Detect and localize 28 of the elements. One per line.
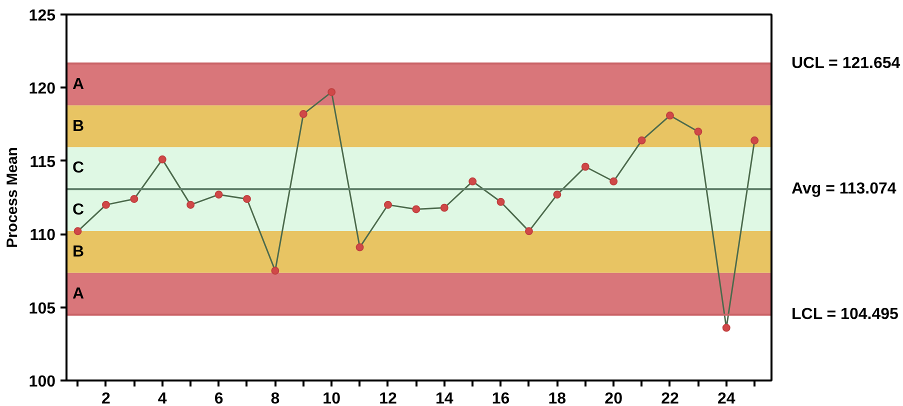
y-tick-label: 120 — [28, 80, 56, 98]
band-label: B — [72, 118, 84, 135]
ref-line-label: Avg = 113.074 — [792, 180, 896, 198]
band-label: C — [72, 202, 84, 219]
y-tick-label: 105 — [28, 300, 56, 318]
y-tick-label: 110 — [30, 227, 56, 244]
ref-line-label: LCL = 104.495 — [792, 306, 898, 324]
x-tick-label: 22 — [661, 390, 679, 406]
y-axis-title: Process Mean — [4, 147, 21, 248]
x-tick-label: 8 — [270, 390, 280, 406]
x-tick-label: 24 — [717, 390, 736, 406]
x-tick-label: 10 — [322, 390, 341, 406]
x-tick-label: 4 — [158, 390, 167, 406]
band-label: B — [72, 243, 84, 260]
band-label: A — [72, 285, 84, 302]
x-tick-label: 6 — [214, 390, 224, 406]
y-tick-label: 115 — [30, 154, 56, 171]
x-tick-label: 14 — [435, 390, 454, 406]
band-label: A — [72, 76, 84, 93]
x-tick-label: 20 — [604, 390, 623, 406]
ref-line-label: UCL = 121.654 — [792, 54, 900, 72]
x-tick-label: 18 — [548, 390, 566, 406]
y-tick-label: 125 — [28, 8, 56, 24]
x-tick-label: 2 — [102, 390, 111, 406]
y-tick-label: 100 — [28, 374, 56, 390]
x-tick-label: 16 — [492, 390, 510, 406]
band-label: C — [72, 160, 84, 177]
x-tick-label: 12 — [379, 390, 397, 406]
